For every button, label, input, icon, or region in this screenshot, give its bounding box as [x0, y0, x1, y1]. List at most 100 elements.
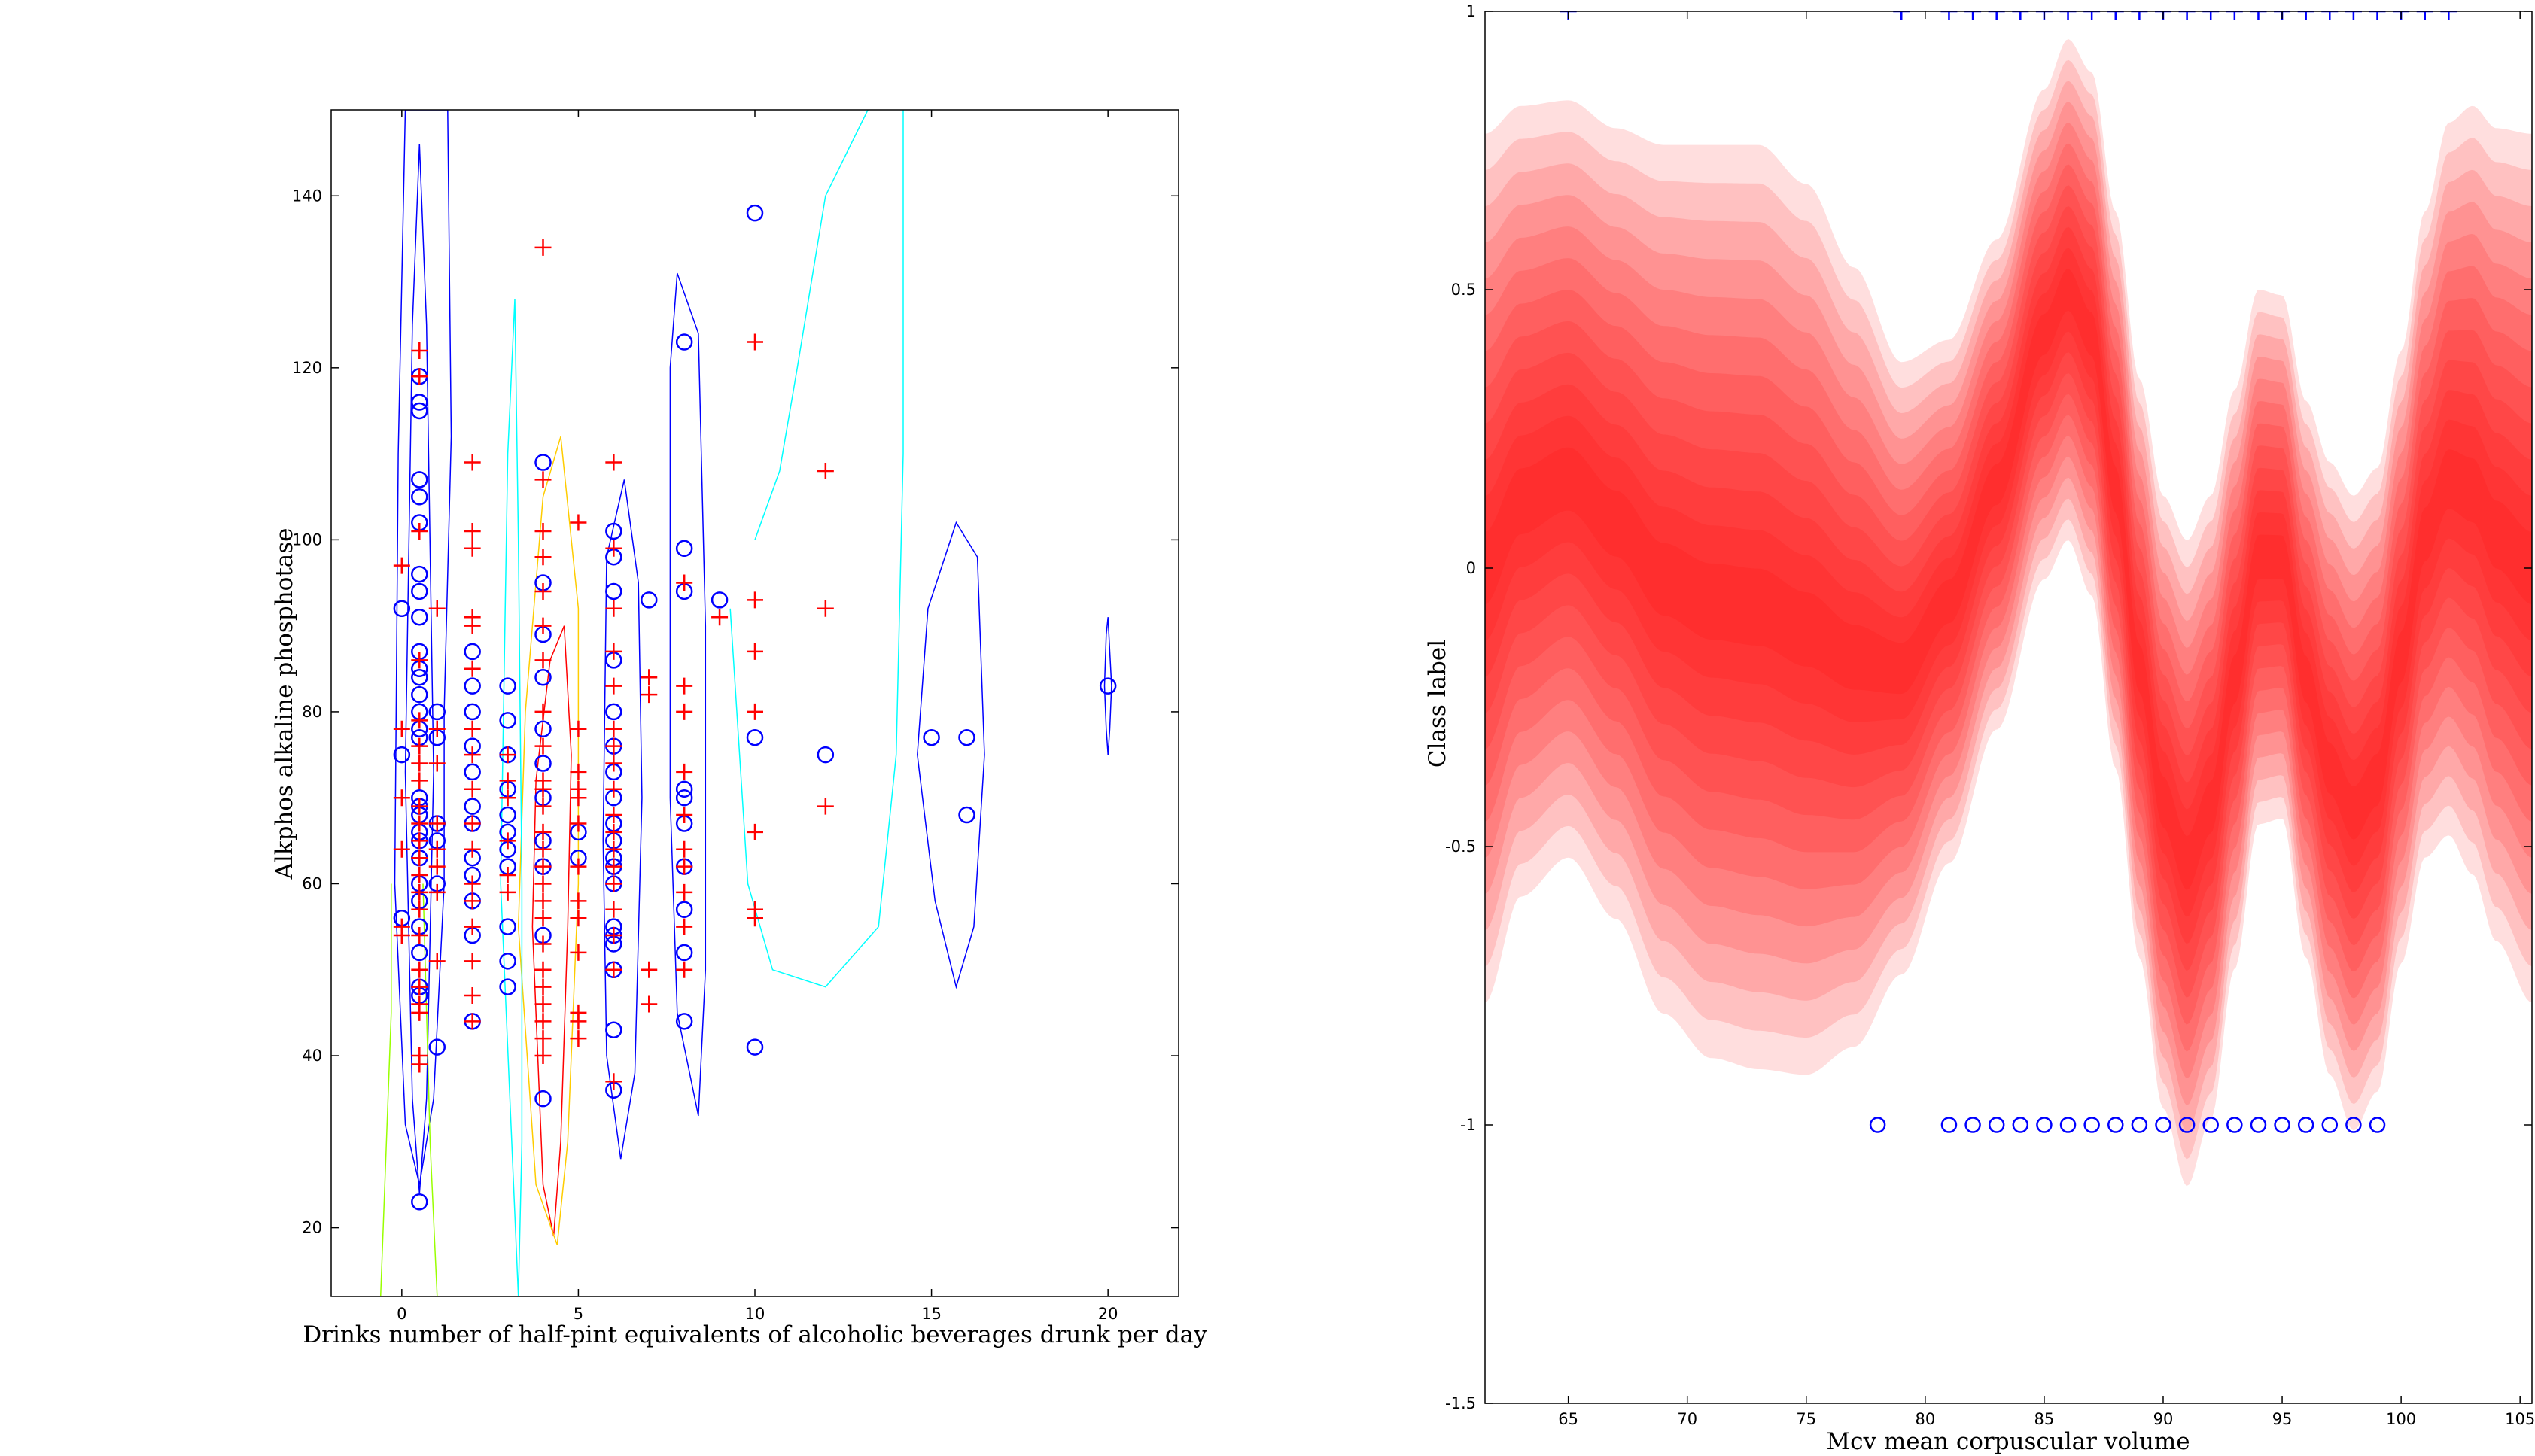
observation-circle: [1964, 1117, 1981, 1133]
contour-line: [1103, 617, 1112, 755]
observation-plus: [1893, 11, 1910, 20]
circle-point: [411, 402, 428, 420]
plus-point: [534, 910, 552, 927]
plus-point: [534, 961, 552, 978]
circle-point: [499, 918, 516, 935]
observation-circle: [2083, 1117, 2100, 1133]
x-tick-label: 80: [1915, 1410, 1935, 1428]
plus-point: [393, 720, 410, 737]
circle-point: [534, 755, 552, 772]
plus-point: [411, 867, 428, 884]
observation-plus: [2083, 11, 2101, 20]
plus-point: [534, 892, 552, 910]
plus-point: [428, 815, 446, 832]
left-axis-ticks: 0 5 10 15 20 20 40 60 80 100 120 140: [292, 110, 1179, 1323]
circle-point: [817, 746, 835, 764]
plus-point: [747, 703, 763, 720]
circle-point: [534, 1090, 552, 1108]
plus-point: [817, 600, 834, 617]
plus-point: [393, 789, 410, 807]
circle-point: [958, 806, 975, 824]
plus-point: [428, 755, 446, 772]
plus-point: [570, 763, 587, 780]
contour-line: [517, 436, 580, 1245]
plus-point: [534, 823, 552, 840]
plus-point: [676, 703, 693, 720]
plus-point: [570, 858, 587, 875]
x-tick-label: 75: [1796, 1410, 1816, 1428]
plus-point: [428, 840, 446, 858]
plus-point: [411, 755, 428, 772]
x-tick-label: 85: [2034, 1410, 2055, 1428]
plus-point: [464, 746, 481, 764]
plus-point: [499, 772, 516, 789]
contour-line: [394, 110, 452, 1185]
plus-point: [605, 840, 622, 858]
observation-circle: [2131, 1117, 2148, 1133]
contour-line: [729, 110, 904, 988]
x-tick-label: 20: [1098, 1305, 1118, 1323]
observation-plus: [1964, 11, 1982, 20]
plus-point: [464, 780, 481, 798]
right-axis-ticks: 65 70 75 80 85 90 95 100 105 -1.5 -1 -0.5 0 0.5 1: [1445, 2, 2535, 1428]
circle-point: [923, 728, 940, 746]
plus-point: [534, 471, 552, 488]
y-tick-label: 0.5: [1451, 281, 1476, 299]
observation-plus: [2202, 11, 2220, 20]
circle-point: [675, 333, 693, 351]
circle-point: [393, 600, 411, 618]
contour-line: [754, 110, 869, 540]
y-tick-label: 100: [292, 530, 322, 549]
contour-line: [500, 299, 523, 1296]
plus-point: [411, 368, 428, 385]
plus-point: [534, 935, 552, 953]
observation-plus: [2321, 11, 2339, 20]
plus-point: [411, 1004, 428, 1021]
x-tick-label: 15: [921, 1305, 942, 1323]
x-tick-label: 100: [2386, 1410, 2416, 1428]
observation-plus: [2440, 11, 2457, 20]
observation-plus: [2059, 11, 2077, 20]
plus-point: [464, 522, 481, 540]
plus-point: [605, 807, 622, 824]
plus-point: [534, 239, 552, 256]
x-tick-label: 5: [574, 1305, 583, 1323]
circle-point: [605, 582, 622, 600]
observation-circle: [1940, 1117, 1958, 1133]
plus-point: [605, 858, 622, 875]
plus-point: [464, 720, 481, 737]
plus-point: [676, 763, 693, 780]
contour-line: [602, 479, 643, 1160]
circle-point: [605, 1021, 622, 1038]
plus-point: [499, 789, 516, 807]
observation-plus: [2369, 11, 2386, 20]
plus-point: [534, 978, 552, 995]
plus-point: [534, 995, 552, 1013]
plus-point: [605, 720, 622, 737]
plus-point: [411, 522, 428, 540]
circle-point: [411, 582, 428, 600]
circle-point: [428, 703, 446, 721]
plus-point: [534, 1013, 552, 1030]
plus-point: [570, 514, 587, 531]
predictive-band: [1485, 39, 2532, 1187]
plus-point: [499, 832, 516, 850]
y-tick-label: -1: [1460, 1116, 1476, 1134]
plus-point: [605, 600, 622, 617]
circle-point: [675, 901, 693, 919]
plus-point: [534, 703, 552, 720]
plus-point: [570, 1030, 587, 1047]
circle-point: [746, 1038, 764, 1056]
circle-point: [675, 1013, 693, 1030]
left-y-axis-label: Alkphos alkaline phosphotase: [271, 527, 298, 880]
plus-point: [641, 961, 658, 978]
plus-point: [747, 643, 763, 660]
circle-point: [675, 540, 693, 558]
y-tick-label: 40: [302, 1047, 322, 1065]
observation-plus: [2345, 11, 2362, 20]
predictive-band: [1485, 269, 2532, 890]
plus-point: [570, 1013, 587, 1030]
plus-point: [464, 953, 481, 970]
plus-point: [534, 617, 552, 634]
observation-plus: [1988, 11, 2005, 20]
